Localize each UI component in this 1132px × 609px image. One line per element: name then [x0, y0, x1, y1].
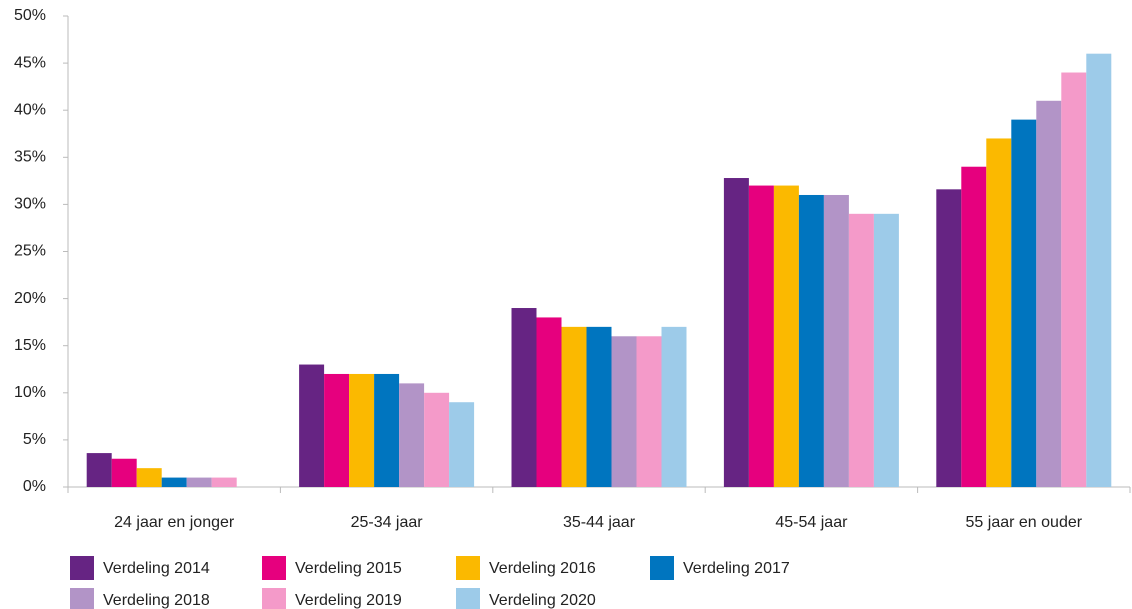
- legend-label: Verdeling 2014: [103, 560, 210, 577]
- y-tick-label: 5%: [23, 431, 46, 448]
- y-tick-label: 45%: [14, 54, 46, 71]
- bar: [161, 477, 187, 487]
- y-tick-label: 20%: [14, 290, 46, 307]
- legend-label: Verdeling 2019: [295, 592, 402, 609]
- bar: [349, 373, 375, 487]
- bar: [986, 138, 1012, 487]
- legend-label: Verdeling 2020: [489, 592, 596, 609]
- bar: [511, 308, 537, 487]
- bar: [848, 213, 874, 487]
- legend-swatch: [456, 588, 480, 609]
- y-tick-label: 25%: [14, 243, 46, 260]
- legend-swatch: [262, 556, 286, 580]
- bar: [536, 317, 562, 487]
- bar: [211, 477, 237, 487]
- x-tick-label: 24 jaar en jonger: [114, 514, 235, 531]
- x-tick-label: 45-54 jaar: [775, 514, 848, 531]
- y-tick-label: 50%: [14, 7, 46, 24]
- bar: [823, 194, 849, 488]
- bar: [324, 373, 350, 487]
- bar: [1061, 72, 1087, 488]
- bar: [798, 194, 824, 488]
- y-tick-label: 35%: [14, 149, 46, 166]
- bar: [86, 453, 112, 487]
- bar: [424, 392, 450, 487]
- bar: [561, 326, 587, 487]
- bar: [1086, 53, 1112, 488]
- x-tick-label: 25-34 jaar: [351, 514, 424, 531]
- x-tick-label: 35-44 jaar: [563, 514, 636, 531]
- bar: [299, 364, 325, 487]
- legend-swatch: [262, 588, 286, 609]
- legend-swatch: [456, 556, 480, 580]
- bar: [1036, 100, 1062, 487]
- y-tick-label: 40%: [14, 101, 46, 118]
- bar: [873, 213, 899, 487]
- bar: [586, 326, 612, 487]
- bar: [748, 185, 774, 487]
- bar: [723, 178, 749, 488]
- legend-swatch: [70, 588, 94, 609]
- legend-label: Verdeling 2017: [683, 560, 790, 577]
- bar: [1011, 119, 1037, 488]
- y-tick-label: 30%: [14, 196, 46, 213]
- y-tick-label: 0%: [23, 478, 46, 495]
- bar: [636, 336, 662, 487]
- legend-label: Verdeling 2016: [489, 560, 596, 577]
- bar: [773, 185, 799, 487]
- legend-label: Verdeling 2018: [103, 592, 210, 609]
- bar: [111, 458, 137, 487]
- bar: [186, 477, 212, 487]
- y-tick-label: 15%: [14, 337, 46, 354]
- x-tick-label: 55 jaar en ouder: [966, 514, 1083, 531]
- bar: [136, 468, 162, 487]
- bar: [374, 373, 400, 487]
- y-tick-label: 10%: [14, 384, 46, 401]
- bar: [661, 326, 687, 487]
- bar: [449, 402, 475, 487]
- bar: [611, 336, 637, 487]
- legend-swatch: [650, 556, 674, 580]
- legend-swatch: [70, 556, 94, 580]
- legend-label: Verdeling 2015: [295, 560, 402, 577]
- bar: [936, 189, 962, 487]
- bar: [961, 166, 987, 487]
- bar: [399, 383, 425, 487]
